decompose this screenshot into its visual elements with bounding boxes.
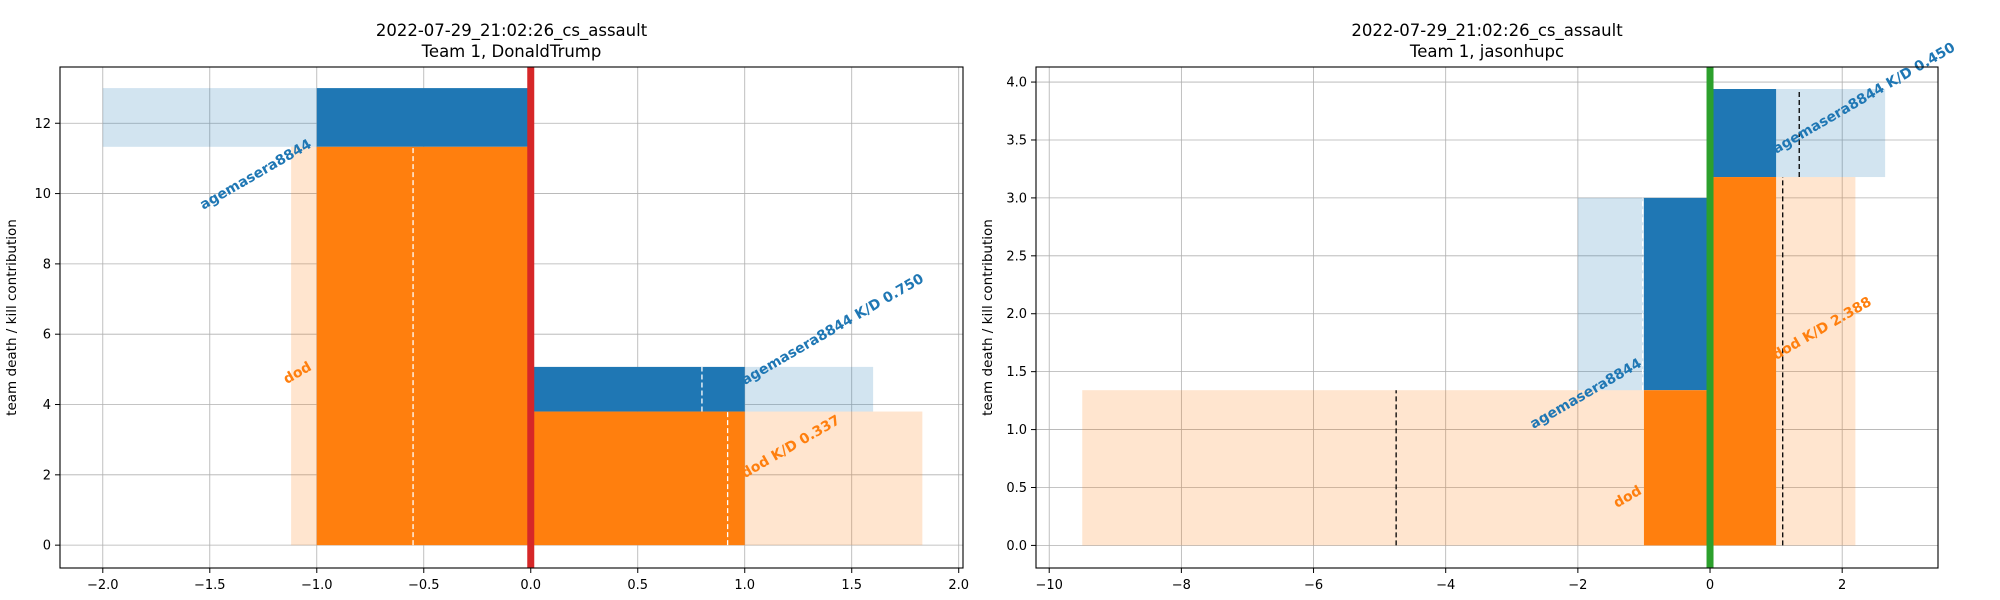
y-tick-label: 2 <box>43 468 51 483</box>
grid <box>1036 67 1938 568</box>
y-tick-label: 3.0 <box>1006 191 1027 206</box>
x-tick-label: 0.5 <box>627 578 648 593</box>
bar-0 <box>1082 390 1644 546</box>
bar-7 <box>530 411 745 546</box>
bar-4 <box>744 366 874 412</box>
x-tick-label: −1.5 <box>194 578 226 593</box>
x-tick-label: 1.5 <box>841 578 862 593</box>
y-axis-label: team death / kill contribution <box>980 219 996 416</box>
x-tick-label: −8 <box>1172 578 1191 593</box>
bar-7 <box>1710 177 1777 546</box>
x-tick-label: 0 <box>1706 578 1714 593</box>
bar-1 <box>1577 197 1644 391</box>
chart-title-line-2: Team 1, DonaldTrump <box>421 42 602 61</box>
y-axis-label: team death / kill contribution <box>4 219 20 416</box>
x-tick-label: −6 <box>1304 578 1323 593</box>
bar-0 <box>102 88 317 147</box>
bar-5 <box>1776 177 1856 546</box>
y-tick-label: 1.5 <box>1006 365 1027 380</box>
x-tick-label: −2 <box>1568 578 1587 593</box>
plot-area <box>1082 67 1886 568</box>
y-tick-label: 2.5 <box>1006 249 1027 264</box>
bar-2 <box>316 88 531 147</box>
chart-title-line-1: 2022-07-29_21:02:26_cs_assault <box>376 21 648 41</box>
y-tick-label: 4.0 <box>1006 76 1027 91</box>
y-tick-label: 0.5 <box>1006 481 1027 496</box>
x-tick-label: 1.0 <box>734 578 755 593</box>
x-tick-label: 0.0 <box>520 578 541 593</box>
x-tick-label: −4 <box>1436 578 1455 593</box>
y-tick-label: 12 <box>34 117 51 132</box>
x-tick-label: −0.5 <box>408 578 440 593</box>
x-tick-label: 2 <box>1838 578 1846 593</box>
x-tick-label: −1.0 <box>301 578 333 593</box>
axes-frame <box>1035 66 1939 569</box>
chart-title-line-2: Team 1, jasonhupc <box>1409 42 1564 61</box>
bar-3 <box>316 146 531 546</box>
y-tick-label: 6 <box>43 328 51 343</box>
x-tick-label: 2.0 <box>948 578 969 593</box>
y-tick-label: 4 <box>43 398 51 413</box>
y-tick-label: 10 <box>34 187 51 202</box>
bar-3 <box>1643 390 1711 546</box>
bar-2 <box>1643 197 1711 391</box>
y-tick-label: 2.0 <box>1006 307 1027 322</box>
bar-5 <box>744 411 923 546</box>
plot-area <box>102 67 923 568</box>
bar-4 <box>1776 89 1886 178</box>
axes-frame <box>59 66 964 569</box>
bar-6 <box>530 366 745 412</box>
y-tick-label: 0 <box>43 539 51 554</box>
bar-6 <box>1710 89 1777 178</box>
y-tick-label: 8 <box>43 257 51 272</box>
x-tick-label: −2.0 <box>87 578 119 593</box>
y-tick-label: 3.5 <box>1006 133 1027 148</box>
x-tick-label: −10 <box>1035 578 1062 593</box>
chart-title-line-1: 2022-07-29_21:02:26_cs_assault <box>1351 21 1623 41</box>
y-tick-label: 0.0 <box>1006 539 1027 554</box>
y-tick-label: 1.0 <box>1006 423 1027 438</box>
bar-1 <box>291 146 317 546</box>
